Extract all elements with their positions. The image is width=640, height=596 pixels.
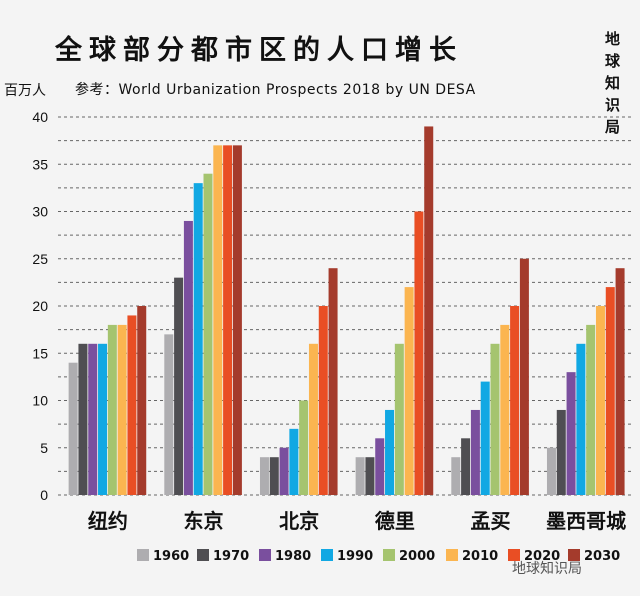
bar-1980 [470,409,480,495]
bar-2000 [299,400,309,495]
legend-swatch [197,549,209,561]
bar-2020 [414,211,424,495]
bar-2010 [308,343,318,495]
legend-label: 1980 [275,549,311,564]
x-tick-label: 纽约 [88,509,128,533]
bar-2010 [595,306,605,495]
legend-label: 2020 [524,549,560,564]
bar-1970 [461,438,471,495]
bar-2000 [490,343,500,495]
bar-1990 [289,428,299,495]
legend-swatch [383,549,395,561]
bar-2000 [107,324,117,495]
y-tick-label: 40 [32,109,48,125]
y-axis-unit: 百万人 [4,83,46,99]
y-tick-label: 25 [32,251,48,267]
bar-1960 [164,334,174,495]
bar-2020 [510,306,520,495]
bar-1960 [451,457,461,495]
legend-label: 2000 [399,549,435,564]
bar-2020 [127,315,137,495]
bar-1970 [365,457,375,495]
bar-1960 [68,362,78,495]
bar-1970 [78,343,88,495]
brand-logo-text: 地球知识局 [605,30,621,136]
y-tick-label: 20 [32,298,48,314]
bar-2020 [223,145,233,495]
bar-2000 [203,173,213,495]
bar-1990 [480,381,490,495]
bar-1990 [193,183,203,495]
chart-subtitle: 参考：World Urbanization Prospects 2018 by … [75,82,476,98]
bar-1980 [375,438,385,495]
x-tick-label: 墨西哥城 [546,509,626,533]
bar-1980 [279,447,289,495]
bar-1960 [546,447,556,495]
bar-2010 [404,287,414,495]
legend-label: 1960 [153,549,189,564]
bar-1980 [183,220,193,495]
bar-2030 [519,258,529,495]
bar-1980 [88,343,98,495]
y-tick-label: 15 [32,345,48,361]
x-tick-label: 东京 [184,509,224,533]
legend-swatch [446,549,458,561]
bar-2030 [424,126,434,495]
bar-1960 [355,457,365,495]
y-tick-label: 35 [32,156,48,172]
y-tick-label: 5 [40,440,48,456]
legend-swatch [508,549,520,561]
bar-2030 [328,268,338,495]
bar-2030 [615,268,625,495]
legend-swatch [568,549,580,561]
x-tick-label: 孟买 [471,509,511,533]
x-tick-label: 德里 [375,509,415,533]
bar-1970 [269,457,279,495]
chart-title: 全球部分都市区的人口增长 [55,35,463,66]
bar-1970 [556,409,566,495]
watermark: 地球知识局 [512,561,582,577]
bar-1990 [385,409,395,495]
legend-label: 1990 [337,549,373,564]
bar-2020 [318,306,328,495]
legend-label: 2010 [462,549,498,564]
bar-1970 [174,277,184,495]
legend-label: 1970 [213,549,249,564]
bar-1990 [98,343,108,495]
legend-label: 2030 [584,549,620,564]
y-tick-label: 0 [40,487,48,503]
bar-2020 [605,287,615,495]
bar-2010 [213,145,223,495]
legend-swatch [259,549,271,561]
bar-1980 [566,372,576,495]
y-tick-label: 30 [32,204,48,220]
bar-2030 [232,145,242,495]
bar-2000 [586,324,596,495]
bar-2010 [117,324,127,495]
bar-2030 [137,306,147,495]
x-tick-label: 北京 [279,509,319,533]
bar-2000 [394,343,404,495]
bar-1960 [259,457,269,495]
legend-swatch [321,549,333,561]
bar-2010 [500,324,510,495]
y-tick-label: 10 [32,393,48,409]
legend-swatch [137,549,149,561]
bar-1990 [576,343,586,495]
